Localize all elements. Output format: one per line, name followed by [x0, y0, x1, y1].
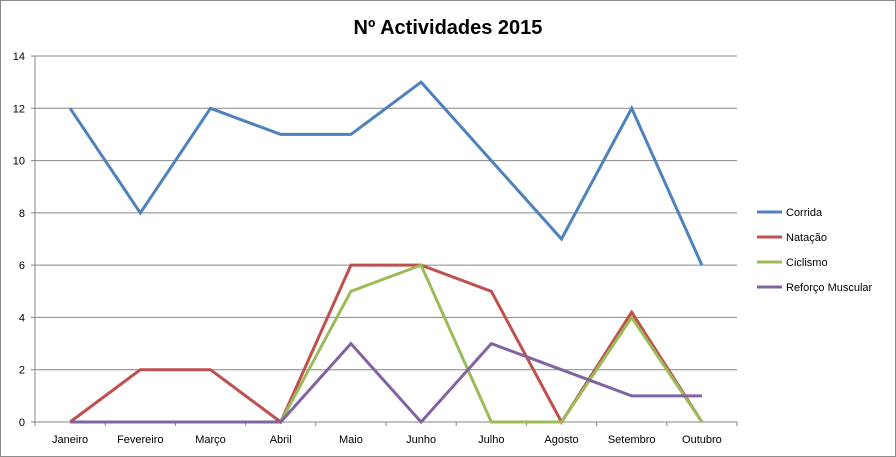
series-line-1: [68, 80, 704, 266]
y-tick-label: 12: [13, 103, 25, 115]
legend-label: Natação: [786, 232, 827, 244]
y-tick-label: 0: [19, 417, 25, 429]
x-tick-labels: Janeiro Fevereiro Março Abril Maio Junho Julho…: [52, 434, 722, 446]
x-tick-label: Abril: [270, 434, 292, 446]
x-tick-label: Junho: [406, 434, 436, 446]
y-tick-label: 10: [13, 156, 25, 168]
legend: Corrida Natação Ciclismo Reforço Muscular: [757, 207, 873, 294]
y-tick-label: 6: [19, 260, 25, 272]
y-tick-label: 14: [13, 51, 25, 63]
chart-title: Nº Actividades 2015: [354, 17, 543, 39]
y-tick-label: 2: [19, 365, 25, 377]
series-lines: [68, 80, 704, 425]
x-tick-label: Setembro: [608, 434, 656, 446]
x-tick-label: Outubro: [682, 434, 722, 446]
legend-label: Ciclismo: [786, 257, 828, 269]
y-tick-label: 4: [19, 312, 25, 324]
series-line-4: [70, 341, 702, 425]
x-tick-label: Maio: [339, 434, 363, 446]
y-tick-labels: 0 2 4 6 8 10 12 14: [13, 51, 25, 429]
legend-label: Reforço Muscular: [786, 282, 873, 294]
x-tick-label: Julho: [478, 434, 504, 446]
series-line-2: [69, 263, 704, 425]
x-tick-label: Fevereiro: [117, 434, 163, 446]
y-tick-label: 8: [19, 208, 25, 220]
x-tick-label: Agosto: [544, 434, 578, 446]
legend-label: Corrida: [786, 207, 823, 219]
series-line-3: [70, 263, 704, 424]
x-tick-label: Janeiro: [52, 434, 88, 446]
x-tick-label: Março: [195, 434, 226, 446]
